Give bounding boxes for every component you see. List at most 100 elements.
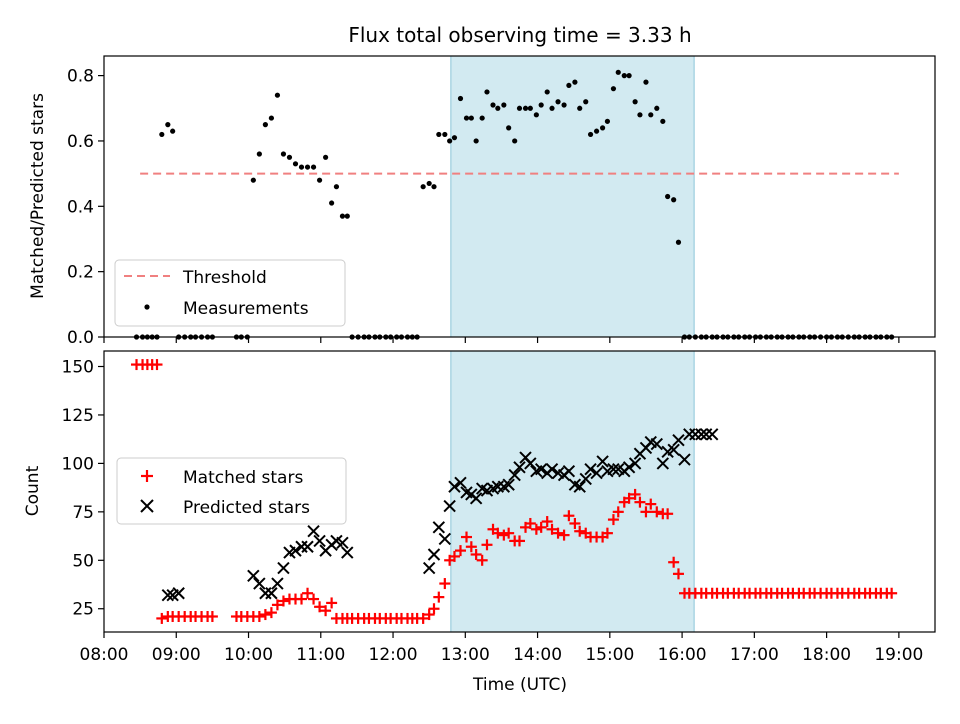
- matched-legend-marker: [141, 470, 153, 482]
- matched-star-point: [314, 601, 326, 613]
- x-tick-label: 19:00: [874, 645, 923, 665]
- measurement-point: [333, 184, 340, 190]
- measurement-point: [610, 86, 617, 92]
- predicted-star-point: [650, 437, 664, 451]
- measurement-point: [286, 154, 293, 160]
- bottom-x-axis: 08:00 09:00 10:00 11:00 12:00 13:00 14:00 15:00…: [80, 632, 923, 665]
- bottom-panel: 25 50 75 100 125 150 08:00 09:00 10:00 11:00 12:0…: [23, 350, 936, 695]
- measurement-point: [577, 105, 583, 111]
- measurement-point: [165, 122, 171, 128]
- predicted-star-point: [438, 532, 452, 546]
- matched-star-point: [672, 568, 684, 580]
- matched-star-point: [296, 593, 308, 605]
- threshold-legend-label: Threshold: [182, 268, 267, 288]
- matched-star-point: [546, 523, 558, 535]
- measurement-point: [479, 115, 485, 121]
- x-tick-label: 17:00: [730, 645, 779, 665]
- predicted-star-point: [313, 534, 326, 548]
- measurement-point: [654, 105, 660, 111]
- matched-star-point: [465, 541, 477, 553]
- measurement-point: [316, 177, 323, 183]
- matched-star-point: [558, 529, 570, 541]
- matched-star-point: [151, 359, 163, 371]
- predicted-star-point: [336, 536, 349, 550]
- measurement-point: [506, 125, 512, 131]
- bottom-y-tick-label: 25: [72, 600, 94, 620]
- matched-star-point: [423, 609, 435, 621]
- predicted-star-point: [534, 463, 548, 476]
- predicted-star-point: [508, 468, 521, 482]
- x-tick-label: 16:00: [658, 645, 707, 665]
- top-y-axis-label: Matched/Predicted stars: [28, 93, 48, 299]
- bottom-y-axis-label: Count: [23, 465, 43, 516]
- measurement-point: [431, 184, 437, 190]
- measurement-point: [447, 138, 453, 144]
- measurement-point: [637, 112, 643, 118]
- measurement-point: [615, 69, 621, 75]
- top-y-tick-label: 0.2: [67, 263, 94, 283]
- predicted-star-point: [695, 428, 708, 441]
- matched-star-point: [326, 597, 338, 609]
- matched-star-point: [662, 508, 674, 520]
- predicted-star-point: [584, 463, 597, 476]
- matched-star-point: [476, 554, 488, 566]
- predicted-star-point: [607, 463, 620, 476]
- matched-star-point: [461, 531, 473, 543]
- bottom-y-tick-label: 75: [72, 503, 94, 523]
- measurement-point: [280, 151, 287, 157]
- matched-star-point: [541, 516, 553, 528]
- chart-title: Flux total observing time = 3.33 h: [348, 23, 691, 47]
- measurement-point: [495, 105, 501, 111]
- bottom-y-tick-label: 150: [62, 358, 94, 378]
- measurement-point: [587, 131, 594, 138]
- measurement-point: [549, 105, 555, 111]
- measurement-point: [298, 164, 305, 170]
- measurement-point: [457, 95, 464, 102]
- predicted-star-point: [469, 492, 483, 505]
- matched-star-point: [498, 529, 510, 541]
- matched-star-point: [623, 492, 635, 504]
- matched-star-point: [308, 593, 320, 605]
- measurement-point: [516, 105, 523, 111]
- measurement-point: [344, 213, 350, 219]
- matched-star-point: [569, 517, 581, 529]
- bottom-panel-frame: [103, 350, 936, 633]
- matched-star-point: [253, 610, 265, 622]
- measurement-point: [626, 73, 632, 79]
- predicted-star-point: [524, 457, 537, 470]
- predicted-star-point: [253, 577, 266, 590]
- matched-star-point: [492, 527, 504, 539]
- measurement-point: [268, 115, 275, 121]
- top-y-tick-label: 0.4: [67, 197, 94, 217]
- predicted-star-point: [656, 457, 670, 470]
- measurement-point: [329, 200, 335, 206]
- measurement-point: [501, 102, 507, 108]
- predicted-star-point: [172, 587, 185, 600]
- matched-star-point: [439, 578, 451, 590]
- matched-star-point: [629, 488, 641, 500]
- predicted-star-point: [443, 499, 456, 513]
- x-tick-label: 18:00: [802, 645, 851, 665]
- measurement-point: [262, 122, 268, 128]
- x-tick-label: 11:00: [296, 645, 345, 665]
- predicted-star-point: [427, 548, 441, 561]
- measurement-point: [436, 131, 442, 138]
- matched-star-point: [651, 506, 663, 518]
- matched-star-point: [433, 591, 445, 603]
- bottom-legend-box: [116, 457, 347, 525]
- matched-star-point: [448, 550, 460, 562]
- x-tick-label: 10:00: [224, 645, 273, 665]
- measurement-point: [561, 102, 567, 108]
- predicted-star-point: [341, 546, 354, 559]
- x-tick-label: 09:00: [152, 645, 201, 665]
- measurement-point: [451, 135, 458, 141]
- measurement-point: [170, 128, 176, 134]
- matched-star-point: [612, 506, 624, 518]
- predicted-star-point: [590, 466, 603, 480]
- top-y-axis: 0.0 0.2 0.4 0.6 0.8: [67, 67, 104, 348]
- matched-star-point: [206, 610, 218, 622]
- predicted-star-point: [448, 480, 461, 493]
- x-tick-label: 15:00: [585, 645, 634, 665]
- measurement-point: [632, 99, 638, 105]
- measurement-point: [538, 102, 544, 108]
